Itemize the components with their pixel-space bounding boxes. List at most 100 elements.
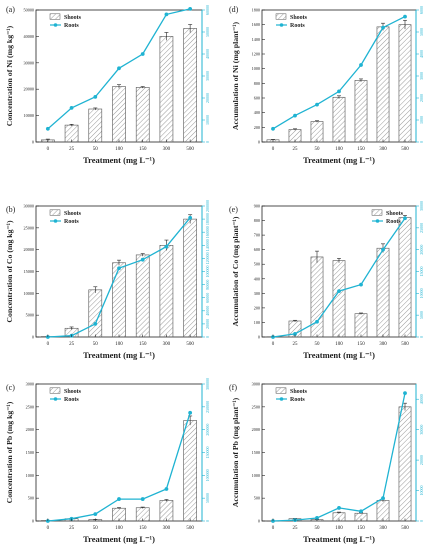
right-tick-label: 3000 <box>419 72 424 80</box>
x-tick-label: 150 <box>357 342 365 347</box>
shoots-bar <box>112 262 126 338</box>
roots-point <box>188 6 193 11</box>
left-tick-label: 400 <box>254 110 260 115</box>
x-tick-label: 300 <box>379 342 387 347</box>
right-tick-label: 20000 <box>205 319 210 329</box>
roots-point <box>315 102 319 107</box>
x-tick-label: 100 <box>115 342 123 347</box>
roots-point <box>403 14 407 19</box>
x-axis-title: Treatment (mg L⁻¹) <box>83 350 155 360</box>
roots-point <box>140 497 145 501</box>
y-axis-title: Accumulation of Ni (mg plant⁻¹) <box>231 21 240 130</box>
right-tick-label: 25000 <box>419 223 424 233</box>
legend-roots-label: Roots <box>64 397 79 403</box>
left-tick-label: 1000 <box>252 66 260 71</box>
legend-roots-label: Roots <box>290 23 305 29</box>
shoots-bar <box>159 36 174 143</box>
right-tick-label: 15000 <box>419 267 424 277</box>
y-axis-title: Accumulation of Co (mg plant⁻¹) <box>231 216 240 326</box>
right-tick-label: 5000 <box>419 311 424 319</box>
roots-point <box>188 410 193 415</box>
x-tick-label: 150 <box>139 526 147 531</box>
roots-point <box>117 66 121 71</box>
left-tick-label: 15000 <box>24 269 34 274</box>
left-tick-label: 1000 <box>252 473 260 478</box>
left-tick-label: 0 <box>258 519 260 524</box>
chart-panel: 0500100015002000250030000100002000030000… <box>229 382 424 545</box>
right-tick-label: 0 <box>419 520 424 522</box>
x-tick-label: 300 <box>163 526 171 531</box>
right-tick-label: 80000 <box>205 280 210 290</box>
shoots-bar <box>159 500 174 522</box>
left-tick-label: 0 <box>32 140 34 145</box>
x-tick-label: 50 <box>315 147 321 152</box>
legend-shoots-swatch <box>49 387 61 394</box>
x-tick-label: 50 <box>315 526 321 531</box>
right-tick-label: 0 <box>419 141 424 143</box>
legend-shoots-label: Shoots <box>386 211 404 217</box>
left-tick-label: 600 <box>254 96 260 101</box>
x-tick-label: 100 <box>335 147 343 152</box>
legend-roots-marker <box>279 23 284 27</box>
left-tick-label: 800 <box>254 81 260 86</box>
x-tick-label: 25 <box>293 147 299 152</box>
roots-point <box>293 113 297 118</box>
legend-roots-label: Roots <box>64 219 79 225</box>
left-tick-label: 0 <box>258 335 260 340</box>
legend-roots-label: Roots <box>64 23 79 29</box>
x-tick-label: 500 <box>401 147 409 152</box>
x-tick-label: 500 <box>401 526 409 531</box>
left-tick-label: 500 <box>28 496 34 501</box>
shoots-bar <box>310 256 324 338</box>
x-tick-label: 500 <box>186 147 194 152</box>
left-tick-label: 30000 <box>24 60 34 65</box>
legend-shoots-swatch <box>275 13 287 20</box>
left-tick-label: 2500 <box>252 404 260 409</box>
legend-roots-label: Roots <box>290 397 305 403</box>
right-tick-label: 5000 <box>419 28 424 36</box>
right-tick-label: 100000 <box>205 469 210 481</box>
left-tick-label: 20000 <box>24 247 34 252</box>
right-tick-label: 250000 <box>205 401 210 413</box>
roots-point <box>403 391 407 396</box>
roots-point <box>93 322 98 326</box>
left-tick-label: 1600 <box>252 22 260 27</box>
x-tick-label: 25 <box>293 342 299 347</box>
chart-panel: 0500100015002000250030000500001000001500… <box>5 378 210 544</box>
roots-point <box>164 487 169 491</box>
left-tick-label: 1500 <box>252 450 260 455</box>
right-tick-label: 140000 <box>205 239 210 251</box>
x-tick-label: 100 <box>335 526 343 531</box>
x-tick-label: 50 <box>315 342 321 347</box>
right-tick-label: 180000 <box>205 213 210 225</box>
right-tick-label: 60000 <box>205 5 210 15</box>
shoots-bar <box>88 108 103 143</box>
x-tick-label: 100 <box>115 526 123 531</box>
left-tick-label: 2500 <box>26 404 34 409</box>
panel-label: (b) <box>6 205 16 214</box>
right-tick-label: 100000 <box>205 266 210 278</box>
left-tick-label: 40000 <box>24 34 34 39</box>
roots-point <box>140 52 145 56</box>
roots-point <box>359 63 363 67</box>
shoots-bar <box>354 313 368 338</box>
roots-point <box>117 497 121 501</box>
right-tick-label: 20000 <box>419 245 424 255</box>
x-axis-title: Treatment (mg L⁻¹) <box>83 534 155 544</box>
right-tick-label: 20000 <box>205 93 210 103</box>
shoots-bar <box>398 406 412 522</box>
chart-panel: 0500010000150002000025000300000200004000… <box>5 200 210 360</box>
right-tick-label: 0 <box>205 141 210 143</box>
left-tick-label: 1000 <box>26 473 34 478</box>
right-tick-label: 30000 <box>419 425 424 435</box>
left-tick-label: 1800 <box>252 8 260 13</box>
x-tick-label: 150 <box>139 147 147 152</box>
x-tick-label: 25 <box>293 526 299 531</box>
legend-shoots-swatch <box>49 209 61 216</box>
right-tick-label: 0 <box>205 336 210 338</box>
x-tick-label: 300 <box>379 526 387 531</box>
left-tick-label: 500 <box>254 496 260 501</box>
legend-shoots-swatch <box>275 387 287 394</box>
right-tick-label: 50000 <box>205 493 210 503</box>
